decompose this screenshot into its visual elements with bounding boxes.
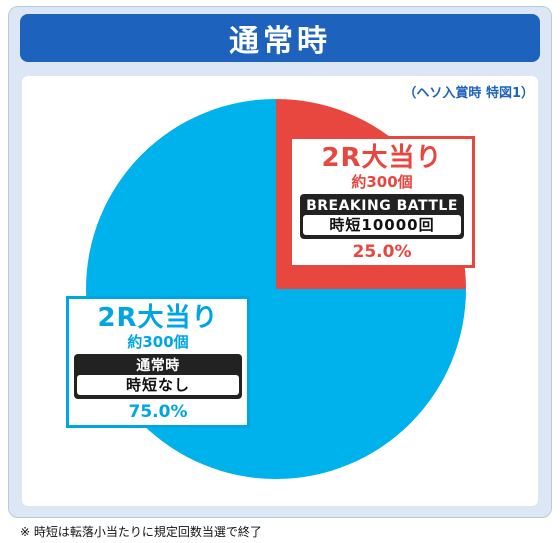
footnote: ※ 時短は転落小当たりに規定回数当選で終了 [20, 525, 262, 539]
page-title: 通常時 [20, 14, 540, 62]
slice-label-mode: 通常時 [136, 358, 180, 374]
slice-label-jitan: 時短10000回 [303, 215, 461, 235]
slice-label-title: 2R大当り [97, 303, 219, 333]
slice-label-mode-box: 通常時 時短なし [74, 354, 242, 399]
slice-label-balls: 約300個 [127, 333, 189, 351]
slice-label-bonus: 2R大当り 約300個 BREAKING BATTLE 時短10000回 25.… [289, 136, 475, 268]
slice-label-normal: 2R大当り 約300個 通常時 時短なし 75.0% [66, 296, 250, 428]
slice-label-balls: 約300個 [351, 173, 413, 191]
slice-label-mode-box: BREAKING BATTLE 時短10000回 [300, 194, 464, 239]
slice-label-jitan: 時短なし [77, 375, 239, 395]
slice-label-mode: BREAKING BATTLE [306, 198, 458, 214]
chart-subtitle: （ヘソ入賞時 特図1） [403, 86, 534, 101]
slice-label-title: 2R大当り [321, 143, 443, 173]
slice-label-percent: 75.0% [128, 402, 188, 422]
slice-label-percent: 25.0% [352, 242, 412, 262]
